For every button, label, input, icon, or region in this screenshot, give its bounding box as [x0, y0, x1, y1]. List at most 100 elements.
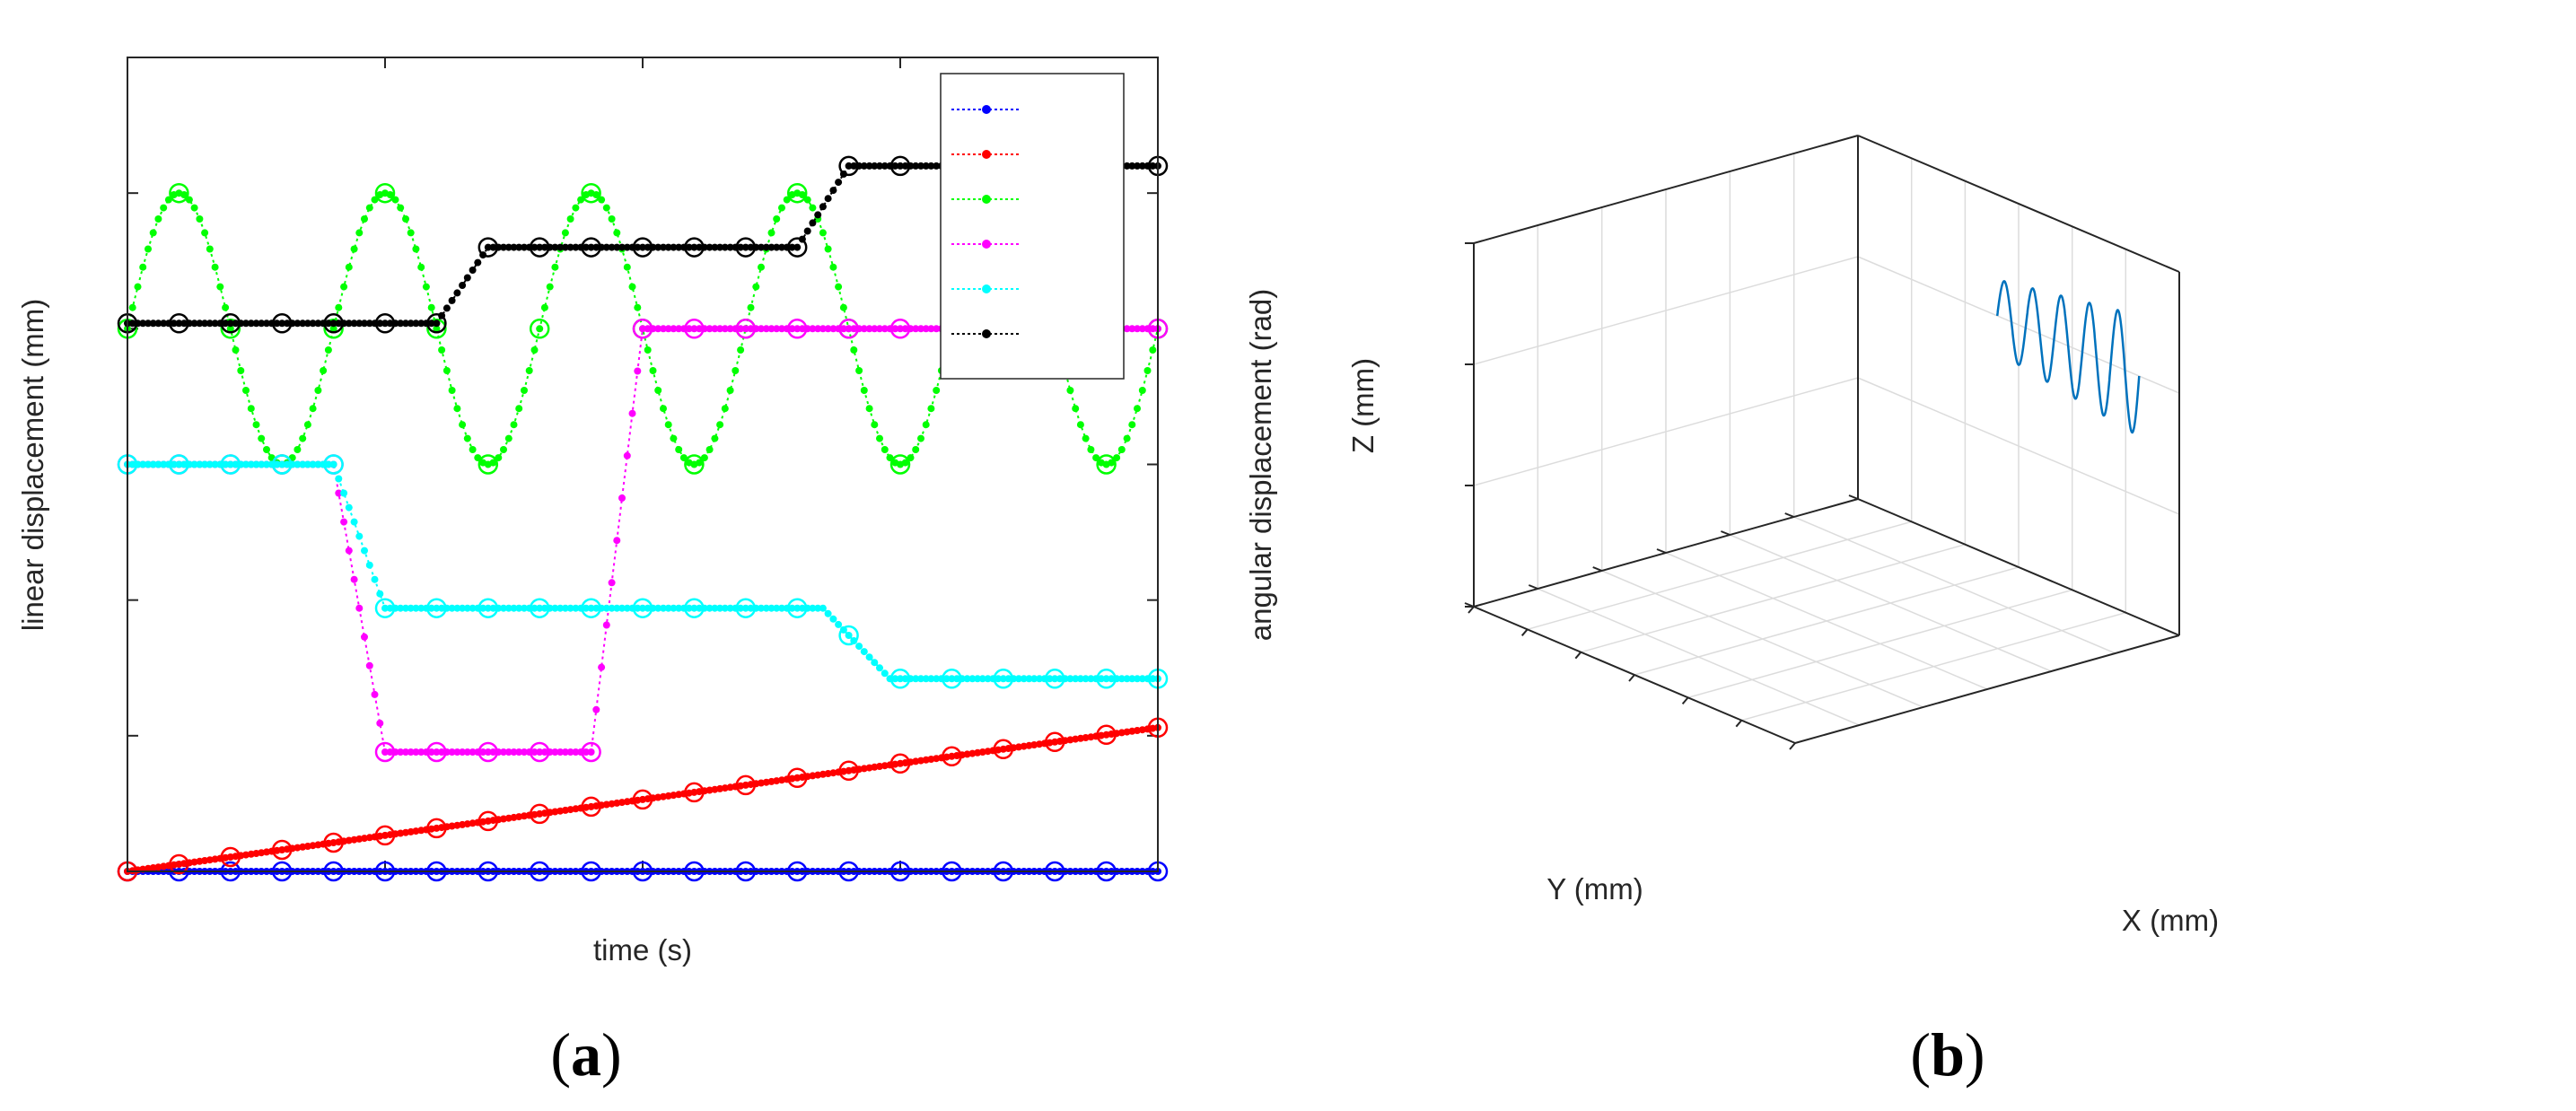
- data-point: [716, 243, 724, 251]
- data-point: [190, 204, 198, 212]
- data-point: [670, 325, 678, 333]
- data-point: [773, 325, 781, 333]
- chart-b-series: [1995, 280, 2141, 434]
- sample-marker: [374, 825, 396, 846]
- data-point: [448, 748, 456, 756]
- data-point: [912, 446, 920, 453]
- data-point: [829, 325, 837, 333]
- data-point: [1020, 675, 1028, 683]
- data-point: [572, 243, 580, 251]
- data-point: [463, 274, 471, 282]
- sample-marker: [632, 319, 653, 339]
- data-point: [696, 243, 704, 251]
- data-point: [917, 162, 924, 170]
- data-point: [361, 633, 368, 641]
- data-point: [933, 325, 941, 333]
- panel-label-a: (a): [550, 1020, 621, 1089]
- data-point: [433, 604, 441, 612]
- data-point: [855, 643, 863, 651]
- data-point: [1015, 675, 1022, 683]
- data-point: [927, 162, 935, 170]
- data-point: [139, 319, 147, 328]
- sample-marker: [529, 803, 550, 825]
- data-point: [474, 258, 482, 267]
- data-point: [294, 460, 302, 468]
- data-point: [530, 346, 539, 354]
- data-point: [881, 669, 889, 678]
- data-point: [649, 367, 657, 374]
- data-point: [737, 346, 745, 354]
- x-tick: [1681, 696, 1689, 705]
- chart-a-legend-box: [940, 73, 1125, 380]
- data-point: [510, 421, 518, 429]
- panel-label-b: (b): [1910, 1020, 1985, 1089]
- data-point: [773, 215, 781, 223]
- data-point: [402, 604, 409, 612]
- data-point: [340, 489, 348, 497]
- data-point: [283, 319, 291, 328]
- data-point: [778, 204, 785, 212]
- data-point: [824, 609, 832, 617]
- data-point: [871, 162, 879, 170]
- data-point: [1072, 675, 1080, 683]
- data-point: [623, 243, 631, 251]
- data-point: [407, 319, 415, 328]
- data-point: [303, 421, 311, 429]
- sample-marker: [529, 598, 550, 618]
- sample-marker: [684, 319, 705, 339]
- data-point: [1123, 162, 1131, 170]
- sample-marker: [838, 625, 859, 646]
- data-point: [561, 243, 569, 251]
- data-point: [453, 405, 461, 413]
- data-point: [927, 405, 935, 413]
- data-point: [422, 283, 430, 291]
- data-point: [1128, 421, 1136, 429]
- sample-marker: [374, 313, 396, 334]
- data-point: [654, 604, 662, 612]
- data-point: [1046, 675, 1054, 683]
- data-point: [839, 303, 847, 311]
- series-Y: [117, 717, 1169, 882]
- data-point: [737, 325, 745, 333]
- sample-marker: [889, 155, 911, 177]
- data-point: [758, 604, 765, 612]
- data-point: [521, 604, 528, 612]
- y-tick: [1528, 584, 1538, 590]
- data-point: [211, 460, 219, 468]
- data-point: [515, 405, 523, 413]
- data-point: [809, 325, 817, 333]
- data-point: [190, 319, 198, 328]
- legend-marker-Z: [982, 195, 991, 204]
- sample-marker: [426, 313, 447, 334]
- data-point: [897, 675, 904, 683]
- data-point: [314, 387, 322, 394]
- data-point: [453, 748, 461, 756]
- data-point: [242, 460, 250, 468]
- data-point: [139, 460, 147, 468]
- data-point: [530, 604, 539, 612]
- data-point: [696, 459, 704, 467]
- data-point: [1108, 459, 1116, 467]
- data-point: [767, 604, 775, 612]
- data-point: [201, 319, 209, 328]
- data-point: [860, 648, 868, 656]
- data-point: [1134, 325, 1141, 333]
- data-point: [232, 346, 240, 354]
- data-point: [397, 319, 405, 328]
- data-point: [788, 325, 796, 333]
- data-point: [860, 325, 868, 333]
- data-point: [232, 319, 240, 328]
- data-point: [361, 319, 368, 328]
- data-point: [814, 604, 822, 612]
- data-point: [1082, 675, 1090, 683]
- data-point: [196, 319, 204, 328]
- data-point: [252, 460, 260, 468]
- data-point: [1134, 675, 1141, 683]
- data-point: [917, 434, 924, 442]
- sample-marker: [786, 767, 808, 789]
- data-point: [355, 229, 364, 237]
- data-point: [484, 748, 492, 756]
- sample-marker: [271, 313, 293, 334]
- data-point: [551, 748, 559, 756]
